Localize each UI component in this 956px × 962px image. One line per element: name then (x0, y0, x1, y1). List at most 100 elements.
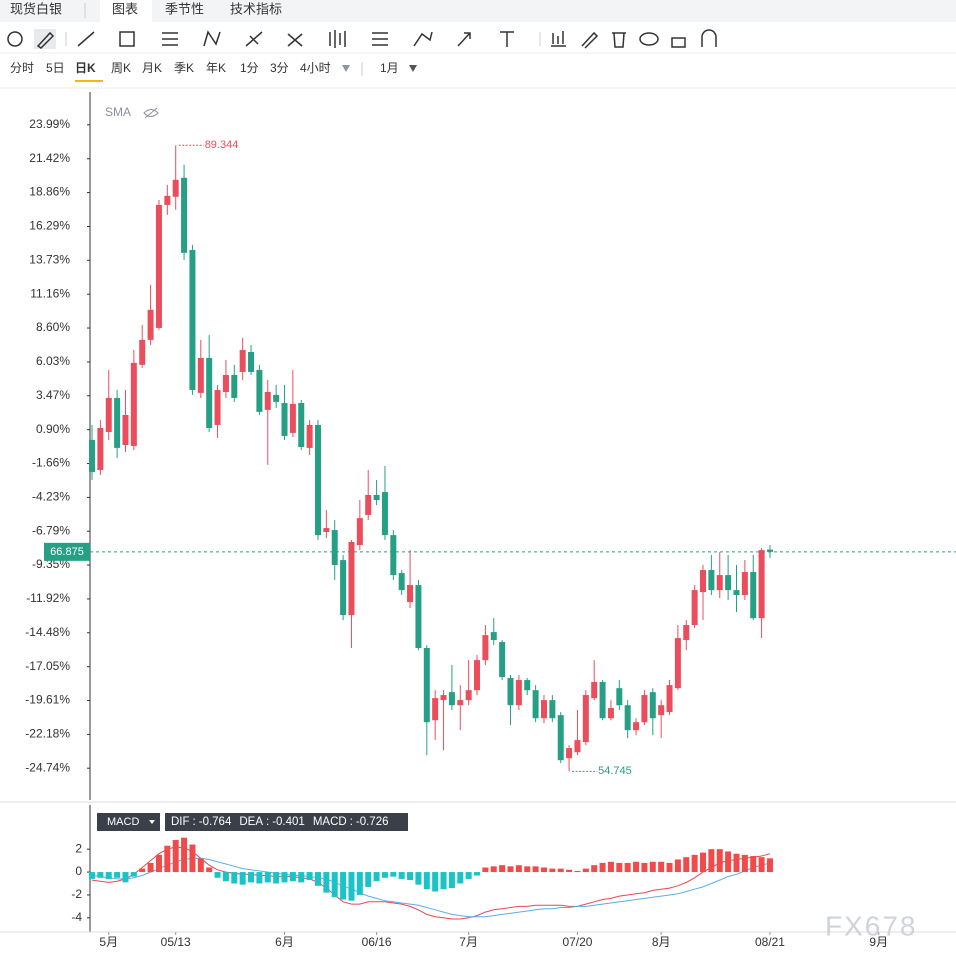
macd-bar (340, 872, 347, 900)
icon[interactable] (639, 32, 659, 46)
macd-bar (457, 872, 464, 884)
macd-bar (306, 872, 313, 881)
icon[interactable] (581, 31, 599, 49)
icon[interactable] (551, 31, 566, 47)
macd-bar (674, 859, 681, 873)
candle-body (214, 390, 221, 425)
macd-bar (708, 849, 715, 873)
indicator-select[interactable] (97, 813, 160, 831)
candle-body (574, 740, 581, 753)
icon[interactable] (287, 33, 303, 47)
candle-body (340, 560, 347, 616)
y-tick-label: 2 (75, 841, 82, 855)
period-tab[interactable]: 1分 (240, 61, 259, 75)
tab[interactable]: 季节性 (165, 1, 204, 16)
macd-bar (231, 872, 238, 884)
legend-name: DEA (239, 816, 263, 828)
candle-body (641, 695, 648, 723)
candle-body (423, 648, 430, 723)
candle-body (607, 708, 614, 719)
icon[interactable] (36, 31, 55, 49)
y-tick-label: 18.86% (29, 185, 70, 199)
macd-bar (440, 872, 447, 890)
icon[interactable] (671, 37, 686, 48)
legend-value: -0.764 (199, 816, 232, 828)
candle-body (582, 695, 589, 743)
macd-bar (197, 858, 204, 873)
macd-bar (616, 862, 623, 873)
hide-icon[interactable] (143, 107, 159, 119)
period-tab[interactable]: 季K (174, 61, 194, 75)
tab-title[interactable]: 现货白银 (10, 1, 62, 16)
candle-body (206, 357, 213, 428)
x-tick-label: 6月 (275, 935, 294, 949)
candle-body (122, 414, 129, 446)
macd-bar (766, 858, 773, 873)
period-tab[interactable]: 分时 (10, 61, 34, 75)
candle-body (398, 573, 405, 591)
candle-body (222, 374, 229, 392)
candle-body (273, 394, 280, 402)
macd-bar (147, 862, 154, 873)
icon[interactable] (413, 31, 433, 47)
min-label: 54.745 (598, 765, 632, 777)
period-tab[interactable]: 周K (111, 61, 131, 75)
candle-body (390, 535, 397, 576)
candle-body (147, 309, 154, 340)
icon[interactable] (329, 30, 346, 48)
candle-body (197, 357, 204, 393)
macd-bar (465, 872, 472, 879)
icon[interactable] (162, 32, 178, 46)
period-tab[interactable]: 月K (142, 61, 162, 75)
candle-body (440, 695, 447, 701)
period-tab[interactable]: 5日 (46, 61, 65, 75)
candle-body (624, 705, 631, 731)
period-tab[interactable]: 日K (75, 61, 96, 75)
y-tick-label: 21.42% (29, 151, 70, 165)
candle-body (599, 682, 606, 719)
icon[interactable] (701, 29, 717, 47)
tab[interactable]: 图表 (112, 1, 138, 16)
x-tick-label: 8月 (652, 935, 671, 949)
macd-bar (214, 872, 221, 878)
y-tick-label: -22.18% (25, 727, 70, 741)
dropdown-arrow[interactable] (149, 820, 155, 824)
icon[interactable] (372, 32, 388, 46)
candle-body (758, 550, 765, 619)
period-tab[interactable]: 年K (206, 61, 226, 75)
icon[interactable] (500, 31, 514, 47)
icon[interactable] (77, 31, 95, 47)
candle-body (365, 494, 372, 516)
dropdown-arrow[interactable] (409, 65, 417, 72)
macd-bar (758, 857, 765, 873)
tab[interactable]: 技术指标 (230, 1, 282, 16)
macd-bar (725, 851, 732, 873)
macd-bar (390, 872, 397, 877)
icon[interactable] (245, 31, 263, 47)
indicator-values-bg (165, 813, 408, 831)
icon[interactable] (612, 32, 626, 48)
macd-bar (423, 872, 430, 890)
candle-body (323, 528, 330, 533)
tab-active-bg (100, 0, 152, 22)
macd-bar (407, 872, 414, 881)
candle-body (674, 638, 681, 689)
candle-body (164, 195, 171, 205)
candle-body (633, 722, 640, 731)
icon[interactable] (457, 32, 471, 47)
dropdown-arrow[interactable] (342, 65, 350, 72)
period-tab[interactable]: 4小时 (300, 61, 331, 75)
macd-bar (189, 844, 196, 873)
range-select[interactable]: 1月 (380, 61, 399, 75)
period-active-underline (75, 80, 103, 82)
icon[interactable] (7, 31, 23, 47)
y-tick-label: -1.66% (32, 456, 70, 470)
icon[interactable] (203, 30, 221, 47)
icon[interactable] (119, 31, 135, 47)
macd-bar (206, 867, 213, 873)
x-tick-label: 9月 (869, 935, 888, 949)
period-tab[interactable]: 3分 (270, 61, 289, 75)
candle-body (616, 688, 623, 706)
candle-body (114, 397, 121, 448)
macd-bar (314, 872, 321, 886)
